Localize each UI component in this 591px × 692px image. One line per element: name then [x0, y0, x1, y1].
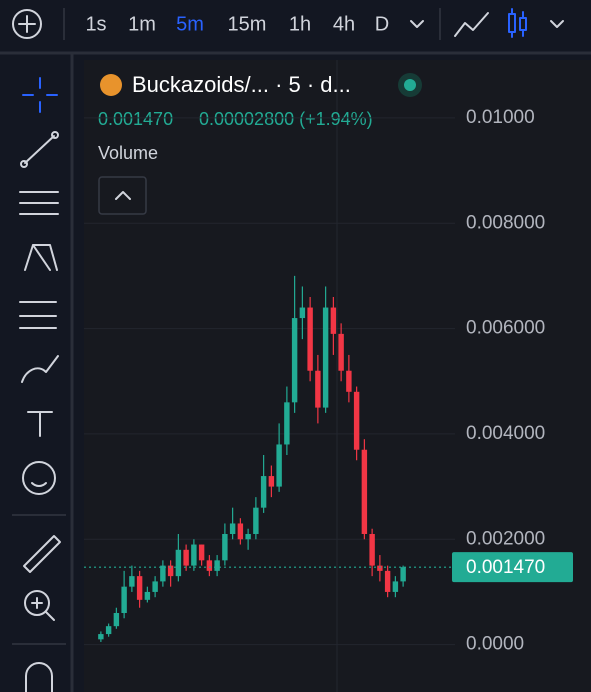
interval-bar: 1s 1m 5m 15m 1h 4h D	[85, 13, 389, 35]
candle-body	[206, 560, 213, 571]
last-price-label: 0.001470	[466, 557, 545, 578]
candle-body	[105, 626, 112, 635]
candle-body	[198, 544, 205, 561]
collapse-chevron	[115, 191, 131, 200]
y-tick-label: 0.004000	[466, 423, 545, 444]
plot: 0.01000 0.008000 0.006000 0.004000 0.002000 0…	[84, 107, 573, 655]
candle-body	[229, 523, 236, 534]
interval-button[interactable]: D	[375, 13, 389, 35]
candle-body	[167, 565, 174, 577]
candle-body	[183, 549, 189, 566]
candle-body	[330, 307, 337, 334]
interval-menu[interactable]	[410, 20, 424, 28]
line-chart-button[interactable]	[454, 12, 489, 37]
candle-body	[353, 391, 360, 450]
candle-body	[377, 565, 383, 571]
interval-button[interactable]: 5m	[176, 13, 204, 35]
y-tick-label: 0.0000	[466, 634, 524, 655]
candle-body	[291, 318, 298, 403]
add-button[interactable]	[12, 9, 42, 39]
candle-body	[284, 402, 290, 445]
candle-body	[268, 476, 275, 487]
y-tick-label: 0.01000	[466, 107, 535, 128]
interval-button[interactable]: 1s	[85, 13, 106, 35]
candle-body	[338, 333, 344, 371]
y-tick-label: 0.006000	[466, 318, 545, 339]
candle-body	[98, 634, 104, 640]
candle-body	[276, 444, 282, 487]
header-price: 0.001470	[98, 109, 173, 129]
candle-body	[245, 534, 251, 540]
header-change: 0.00002800 (+1.94%)	[199, 109, 373, 129]
status-dot	[404, 79, 416, 91]
y-tick-label: 0.002000	[466, 528, 545, 549]
candle-body	[144, 591, 151, 600]
candle-body	[160, 565, 166, 582]
candle-body	[260, 476, 267, 508]
candle-body	[361, 449, 368, 534]
symbol-icon	[100, 74, 122, 96]
candle-body	[113, 613, 120, 627]
crosshair-tool[interactable]	[22, 77, 58, 113]
symbol-title[interactable]: Buckazoids/... · 5 · d...	[132, 72, 351, 97]
candle-body	[346, 370, 352, 392]
candle-body	[307, 307, 313, 371]
candle-body	[152, 581, 158, 592]
magnet-tool[interactable]	[25, 662, 53, 692]
candle-chart-button[interactable]	[508, 8, 527, 38]
candle-body	[392, 581, 399, 592]
candle-body	[299, 307, 306, 319]
interval-button[interactable]: 15m	[228, 13, 267, 35]
candle-body	[191, 544, 197, 566]
y-tick-label: 0.008000	[466, 212, 545, 233]
candle-body	[121, 586, 127, 613]
indicator-label: Volume	[98, 143, 158, 163]
candle-body	[214, 560, 220, 571]
candle-body	[222, 534, 228, 561]
candle-body	[400, 567, 406, 582]
pattern-tool[interactable]	[24, 244, 58, 271]
interval-button[interactable]: 1m	[128, 13, 156, 35]
ruler-tool[interactable]	[23, 535, 61, 573]
fib-tool[interactable]	[19, 191, 59, 215]
chart-type-menu[interactable]	[550, 20, 564, 28]
candle-body	[175, 549, 182, 577]
candle-body	[253, 507, 259, 534]
candle-body	[136, 576, 143, 600]
interval-button[interactable]: 1h	[289, 13, 311, 35]
candle-body	[384, 570, 391, 592]
candle-body	[237, 523, 244, 540]
interval-button[interactable]: 4h	[333, 13, 355, 35]
zoom-tool[interactable]	[24, 590, 55, 621]
candle-body	[315, 370, 321, 408]
text-tool[interactable]	[27, 411, 53, 437]
trend-line-tool[interactable]	[20, 131, 59, 168]
candle-body	[129, 576, 135, 587]
brush-tool[interactable]	[21, 355, 59, 383]
collapse-button[interactable]	[98, 176, 147, 215]
last-price-badge	[452, 552, 573, 583]
candle-body	[369, 534, 375, 566]
projection-tool[interactable]	[19, 301, 57, 329]
candle-body	[322, 307, 329, 408]
emoji-tool[interactable]	[22, 461, 56, 495]
